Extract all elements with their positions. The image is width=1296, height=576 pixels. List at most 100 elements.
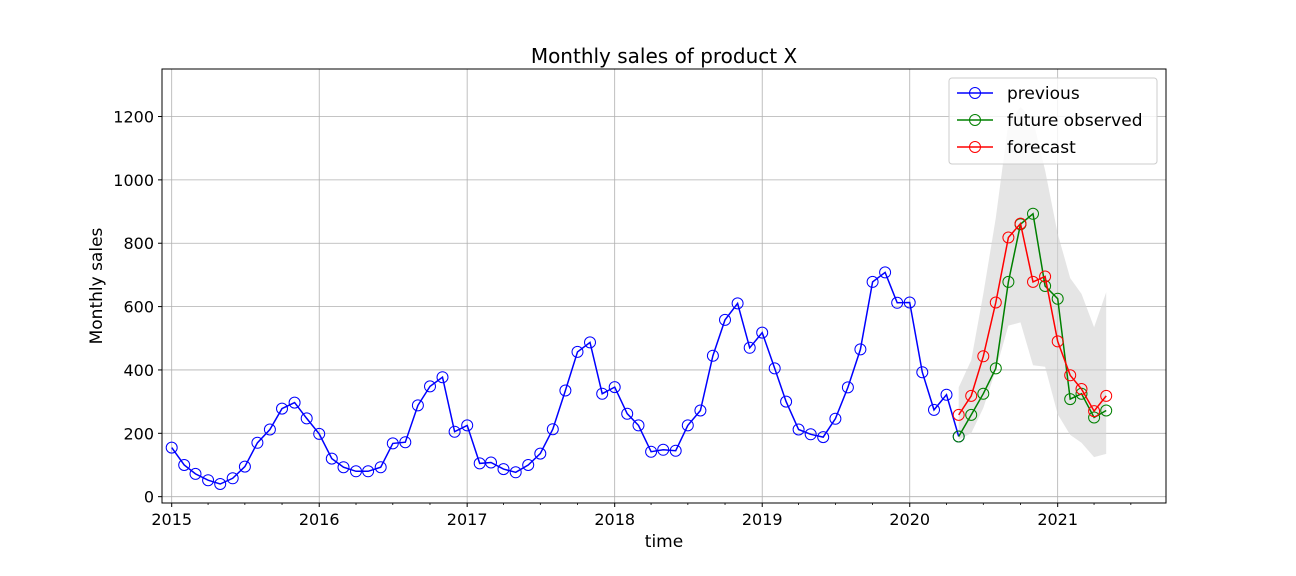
legend: previous future observed forecast [948, 77, 1158, 165]
x-tick-label: 2020 [889, 510, 930, 529]
previous-point [571, 345, 584, 358]
y-tick-label: 400 [123, 361, 154, 380]
x-tick-label: 2018 [594, 510, 635, 529]
future-observed-point [989, 362, 1002, 375]
series-layer [165, 207, 1113, 490]
x-tick-label: 2021 [1037, 510, 1078, 529]
previous-point [399, 436, 412, 449]
series-forecast [952, 217, 1113, 421]
previous-point [461, 419, 474, 432]
previous-point [694, 404, 707, 417]
previous-point [238, 460, 251, 473]
forecast-point [1002, 231, 1015, 244]
forecast-point [1051, 335, 1064, 348]
y-tick-label: 600 [123, 298, 154, 317]
previous-point [780, 395, 793, 408]
previous-point [178, 459, 191, 471]
previous-point [337, 461, 350, 474]
previous-point [891, 296, 904, 309]
previous-point [731, 297, 744, 310]
previous-point [841, 381, 854, 394]
y-axis-ticks: 0 200 400 600 800 1000 1200 [113, 108, 162, 507]
previous-point [165, 441, 178, 454]
previous-point [325, 452, 338, 465]
future-observed-point [1027, 207, 1039, 220]
previous-point [374, 461, 387, 474]
legend-box [948, 77, 1158, 165]
forecast-point [1014, 217, 1027, 230]
previous-point [768, 362, 781, 375]
previous-point [313, 427, 326, 440]
previous-point [829, 412, 842, 425]
x-axis-ticks: 2015 2016 2017 2018 2019 2020 2021 [151, 503, 1132, 529]
forecast-point [1064, 369, 1077, 382]
legend-label-previous: previous [1007, 84, 1080, 104]
future-observed-point [1100, 404, 1113, 417]
previous-point [276, 402, 288, 415]
x-tick-label: 2017 [447, 510, 488, 529]
previous-point [916, 366, 929, 379]
previous-point [509, 466, 522, 479]
forecast-point [977, 350, 990, 363]
future-observed-point [1039, 280, 1052, 292]
future-observed-point [1064, 393, 1077, 406]
previous-point [485, 456, 497, 469]
future-observed-point [1002, 275, 1015, 288]
future-observed-line [958, 212, 1107, 437]
previous-point [817, 431, 830, 444]
previous-point [743, 341, 756, 354]
previous-point [559, 384, 572, 397]
previous-point [522, 459, 535, 471]
forecast-point [1039, 270, 1052, 283]
x-axis-title: time [645, 532, 683, 552]
x-tick-label: 2016 [299, 510, 340, 529]
previous-point [706, 349, 719, 362]
previous-point [424, 380, 436, 393]
previous-point [448, 425, 461, 438]
y-axis-title: Monthly sales [87, 227, 107, 344]
previous-point [534, 447, 547, 460]
y-tick-label: 1000 [113, 171, 154, 190]
forecast-point [1088, 405, 1101, 418]
previous-point [300, 412, 313, 425]
future-observed-point [977, 387, 990, 400]
legend-label-future-observed: future observed [1007, 111, 1143, 131]
x-tick-label: 2015 [151, 510, 192, 529]
forecast-point [989, 296, 1002, 309]
previous-point [350, 465, 362, 478]
previous-point [362, 465, 375, 478]
previous-point [546, 423, 559, 436]
forecast-point [952, 408, 965, 421]
previous-point [214, 478, 227, 490]
previous-point [657, 443, 670, 456]
forecast-point [1100, 389, 1113, 402]
previous-point [497, 463, 510, 476]
previous-point [879, 266, 892, 279]
y-tick-label: 0 [144, 488, 154, 507]
previous-point [804, 428, 817, 441]
previous-point [669, 444, 682, 457]
previous-line [171, 271, 960, 485]
legend-marker-forecast [969, 141, 981, 153]
previous-point [251, 436, 264, 449]
previous-point [189, 467, 202, 480]
series-previous [165, 266, 965, 490]
previous-point [940, 388, 953, 401]
previous-point [288, 396, 301, 409]
y-tick-label: 800 [123, 234, 154, 253]
forecast-line [958, 221, 1107, 416]
future-observed-point [965, 408, 978, 421]
previous-point [386, 437, 399, 450]
previous-point [719, 313, 731, 326]
previous-point [263, 423, 276, 436]
chart-title: Monthly sales of product X [531, 44, 798, 68]
plot-frame [161, 68, 1167, 504]
previous-point [903, 296, 916, 309]
previous-point [411, 399, 424, 412]
y-tick-label: 200 [123, 424, 154, 443]
previous-point [632, 419, 645, 432]
legend-marker-future-observed [969, 114, 981, 126]
previous-point [584, 336, 596, 349]
previous-point [681, 419, 694, 432]
